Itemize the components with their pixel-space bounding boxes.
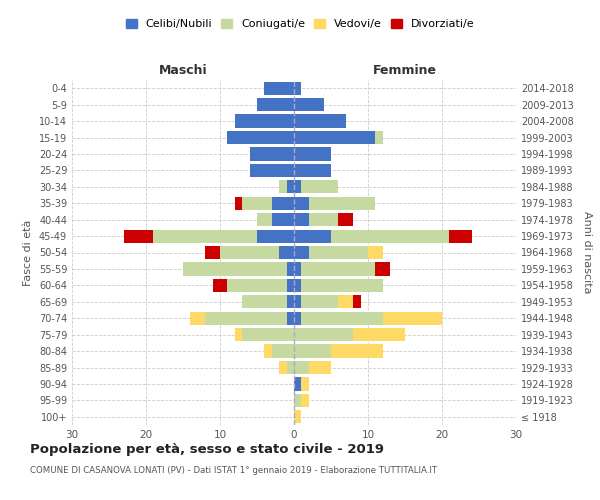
Text: Maschi: Maschi xyxy=(158,64,208,76)
Bar xyxy=(301,180,338,194)
Bar xyxy=(294,344,331,358)
Bar xyxy=(294,378,301,390)
Bar xyxy=(294,312,301,325)
Bar xyxy=(242,196,272,210)
Bar xyxy=(309,246,368,259)
Bar xyxy=(309,361,331,374)
Bar xyxy=(294,262,301,276)
Bar xyxy=(331,230,449,242)
Bar xyxy=(309,196,376,210)
Bar xyxy=(449,230,472,242)
Bar xyxy=(294,230,331,242)
Bar xyxy=(279,246,294,259)
Bar xyxy=(309,213,338,226)
Bar xyxy=(294,164,331,177)
Bar xyxy=(331,344,383,358)
Bar xyxy=(376,262,390,276)
Bar xyxy=(272,196,294,210)
Text: Popolazione per età, sesso e stato civile - 2019: Popolazione per età, sesso e stato civil… xyxy=(30,442,384,456)
Bar xyxy=(287,361,294,374)
Bar xyxy=(294,98,323,111)
Bar xyxy=(294,213,309,226)
Bar xyxy=(272,344,294,358)
Bar xyxy=(294,131,376,144)
Bar xyxy=(242,295,287,308)
Bar xyxy=(242,328,294,341)
Bar xyxy=(301,262,376,276)
Text: COMUNE DI CASANOVA LONATI (PV) - Dati ISTAT 1° gennaio 2019 - Elaborazione TUTTI: COMUNE DI CASANOVA LONATI (PV) - Dati IS… xyxy=(30,466,437,475)
Bar xyxy=(368,246,383,259)
Bar xyxy=(294,196,309,210)
Bar xyxy=(265,82,294,95)
Bar xyxy=(383,312,442,325)
Bar xyxy=(212,279,227,292)
Bar xyxy=(235,196,242,210)
Bar xyxy=(294,295,301,308)
Bar xyxy=(301,279,383,292)
Bar xyxy=(235,328,242,341)
Bar xyxy=(294,82,301,95)
Bar xyxy=(294,148,331,160)
Legend: Celibi/Nubili, Coniugati/e, Vedovi/e, Divorziati/e: Celibi/Nubili, Coniugati/e, Vedovi/e, Di… xyxy=(122,16,478,32)
Bar xyxy=(227,131,294,144)
Bar xyxy=(294,114,346,128)
Bar xyxy=(287,295,294,308)
Y-axis label: Fasce di età: Fasce di età xyxy=(23,220,33,286)
Bar xyxy=(294,394,301,407)
Bar xyxy=(205,246,220,259)
Bar xyxy=(353,328,405,341)
Bar xyxy=(294,279,301,292)
Bar xyxy=(294,246,309,259)
Bar xyxy=(205,312,287,325)
Bar xyxy=(301,295,338,308)
Bar xyxy=(190,312,205,325)
Bar xyxy=(227,279,287,292)
Bar xyxy=(265,344,272,358)
Bar xyxy=(294,328,353,341)
Y-axis label: Anni di nascita: Anni di nascita xyxy=(581,211,592,294)
Bar xyxy=(287,180,294,194)
Bar xyxy=(294,410,301,424)
Bar xyxy=(183,262,287,276)
Bar xyxy=(279,361,287,374)
Bar xyxy=(257,213,272,226)
Bar xyxy=(257,98,294,111)
Bar xyxy=(301,378,309,390)
Bar xyxy=(220,246,279,259)
Bar xyxy=(272,213,294,226)
Bar xyxy=(294,361,309,374)
Bar xyxy=(353,295,361,308)
Bar xyxy=(287,312,294,325)
Bar xyxy=(338,295,353,308)
Bar xyxy=(287,262,294,276)
Bar xyxy=(154,230,257,242)
Bar xyxy=(250,148,294,160)
Bar xyxy=(235,114,294,128)
Bar xyxy=(279,180,287,194)
Bar xyxy=(376,131,383,144)
Bar xyxy=(338,213,353,226)
Text: Femmine: Femmine xyxy=(373,64,437,76)
Bar xyxy=(301,394,309,407)
Bar xyxy=(287,279,294,292)
Bar xyxy=(124,230,154,242)
Bar xyxy=(257,230,294,242)
Bar xyxy=(250,164,294,177)
Bar xyxy=(301,312,383,325)
Bar xyxy=(294,180,301,194)
